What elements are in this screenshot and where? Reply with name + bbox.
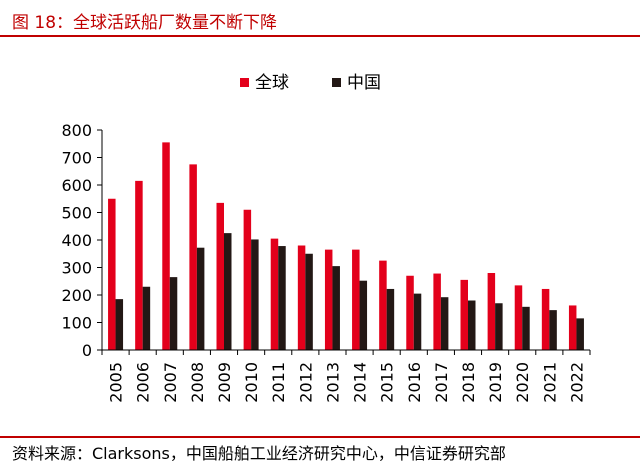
y-tick-label: 200 [61, 286, 92, 305]
bar-china [115, 299, 124, 350]
bar-global [541, 288, 550, 350]
y-tick-label: 400 [61, 231, 92, 250]
bar-china [142, 286, 151, 350]
bar-china [413, 293, 422, 350]
x-tick-label: 2018 [459, 362, 478, 403]
y-axis: 0 100 200 300 400 500 600 700 800 [61, 121, 103, 360]
x-axis: 2005 2006 2007 2008 2009 2010 2011 2012 2013 2014… [101, 349, 591, 403]
bar-chart: 全球 中国 0 100 200 300 400 500 600 700 800 2005 2006… [61, 73, 591, 403]
bar-china [359, 280, 368, 350]
x-tick-label: 2014 [351, 362, 370, 403]
x-tick-label: 2005 [107, 362, 126, 403]
bar-global [270, 238, 279, 350]
y-tick-label: 700 [61, 149, 92, 168]
y-tick-label: 300 [61, 259, 92, 278]
x-tick-label: 2017 [432, 362, 451, 403]
bar-china [224, 233, 232, 350]
bar-global [108, 198, 116, 350]
bar-global [433, 273, 441, 350]
legend-swatch-global [240, 78, 249, 87]
bar-global [406, 275, 414, 350]
y-tick-label: 800 [61, 121, 92, 140]
source-note: 资料来源：Clarksons，中国船舶工业经济研究中心，中信证券研究部 [12, 444, 506, 463]
bar-china [495, 303, 503, 350]
title-divider [0, 35, 640, 37]
bar-global [460, 279, 468, 350]
x-tick-label: 2020 [513, 362, 532, 403]
bar-global [189, 164, 197, 350]
bars-group [108, 142, 584, 350]
bar-global [135, 180, 143, 350]
legend-label-global: 全球 [255, 73, 289, 93]
x-tick-label: 2012 [296, 362, 315, 403]
bar-china [440, 297, 449, 350]
x-tick-label: 2007 [161, 362, 180, 403]
bar-china [305, 253, 313, 350]
y-tick-label: 100 [61, 314, 92, 333]
bar-global [162, 142, 170, 350]
bar-china [522, 306, 530, 350]
chart-legend: 全球 中国 [240, 73, 381, 93]
bar-global [324, 249, 333, 350]
bar-global [487, 273, 496, 350]
y-tick-label: 500 [61, 204, 92, 223]
figure-title: 图 18：全球活跃船厂数量不断下降 [12, 13, 278, 33]
x-tick-label: 2006 [134, 362, 153, 403]
bar-global [379, 260, 387, 350]
bar-china [468, 300, 476, 350]
source-divider [0, 436, 640, 438]
x-tick-label: 2022 [567, 362, 586, 403]
bar-china [332, 266, 340, 350]
bar-china [169, 277, 178, 350]
y-tick-label: 600 [61, 176, 92, 195]
bar-global [243, 209, 252, 350]
bar-global [352, 249, 360, 350]
bar-china [278, 246, 286, 350]
bar-china [549, 310, 557, 350]
x-tick-label: 2009 [215, 362, 234, 403]
legend-swatch-china [332, 78, 341, 87]
bar-china [251, 239, 259, 350]
x-tick-label: 2010 [242, 362, 261, 403]
x-tick-label: 2013 [323, 362, 342, 403]
bar-china [386, 288, 395, 350]
legend-label-china: 中国 [347, 73, 381, 93]
x-tick-label: 2008 [188, 362, 207, 403]
bar-china [196, 247, 205, 350]
x-tick-label: 2011 [269, 362, 288, 403]
bar-china [576, 318, 584, 350]
x-tick-label: 2021 [540, 362, 559, 403]
bar-global [216, 202, 224, 350]
x-tick-label: 2015 [378, 362, 397, 403]
bar-global [297, 245, 306, 350]
bar-global [568, 305, 577, 350]
y-tick-label: 0 [82, 341, 92, 360]
x-tick-label: 2016 [405, 362, 424, 403]
bar-global [514, 285, 523, 350]
x-tick-label: 2019 [486, 362, 505, 403]
